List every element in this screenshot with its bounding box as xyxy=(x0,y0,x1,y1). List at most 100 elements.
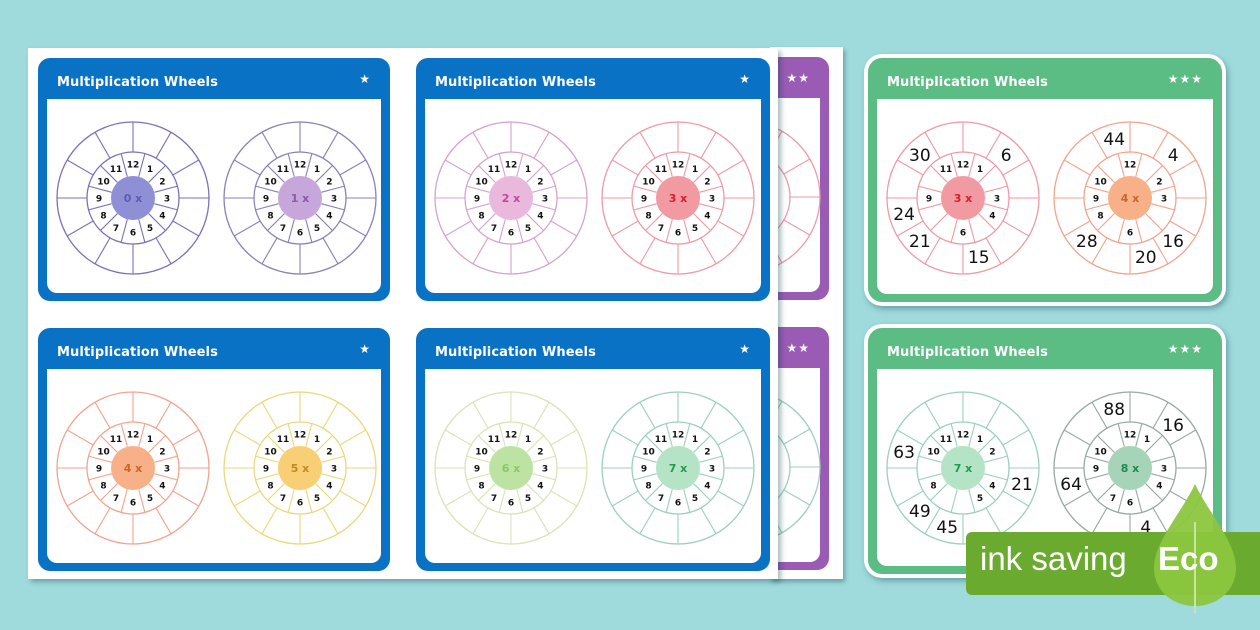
answer-number: 30 xyxy=(909,146,931,166)
inner-number: 9 xyxy=(96,195,102,205)
inner-number: 12 xyxy=(672,431,685,441)
inner-number: 11 xyxy=(488,435,501,445)
answer-number: 21 xyxy=(1011,475,1033,495)
card-title: Multiplication Wheels xyxy=(435,345,596,360)
inner-number: 8 xyxy=(645,212,651,222)
table-label: 7 x xyxy=(954,462,973,475)
inner-number: 7 xyxy=(113,494,119,504)
inner-number: 5 xyxy=(977,494,983,504)
card-header: Multiplication Wheels ★ xyxy=(419,331,767,369)
inner-number: 1 xyxy=(147,165,153,175)
back-card-1: ★★ xyxy=(770,57,829,300)
inner-number: 3 xyxy=(1161,465,1167,475)
card-body: 3 x 12 1 3 4 6 9 11 6 15 21 24 30 4 x 12 2 3 6 8 9 10 4 16 20 28… xyxy=(877,99,1213,294)
inner-number: 3 xyxy=(709,465,715,475)
card-title: Multiplication Wheels xyxy=(57,345,218,360)
answer-number: 28 xyxy=(1076,232,1098,252)
difficulty-stars: ★★ xyxy=(786,71,810,85)
card-title: Multiplication Wheels xyxy=(887,75,1048,90)
inner-number: 10 xyxy=(1094,178,1107,188)
answer-number: 24 xyxy=(893,205,915,225)
inner-number: 2 xyxy=(159,448,165,458)
inner-number: 2 xyxy=(704,178,710,188)
inner-number: 5 xyxy=(314,494,320,504)
inner-number: 12 xyxy=(957,161,970,171)
inner-number: 4 xyxy=(704,212,710,222)
card-body xyxy=(770,98,821,292)
difficulty-stars: ★ xyxy=(739,72,751,86)
difficulty-stars: ★★★ xyxy=(1167,342,1203,356)
card-header: ★★ xyxy=(770,330,826,368)
inner-number: 10 xyxy=(1094,448,1107,458)
inner-number: 1 xyxy=(692,165,698,175)
inner-number: 7 xyxy=(1110,494,1116,504)
difficulty-stars: ★ xyxy=(359,342,371,356)
inner-number: 7 xyxy=(491,224,497,234)
answer-number: 6 xyxy=(1001,146,1012,166)
inner-number: 8 xyxy=(478,482,484,492)
answer-number: 49 xyxy=(909,502,931,522)
inner-number: 10 xyxy=(97,178,110,188)
inner-number: 6 xyxy=(508,229,514,239)
inner-number: 6 xyxy=(1127,229,1133,239)
difficulty-stars: ★★ xyxy=(786,341,810,355)
table-label: 3 x xyxy=(954,192,973,205)
card-body: 0 x 12 1 2 3 4 5 6 7 8 9 10 11 1 x 12 1 2 3 4 5 6 7 8 9 10 11 xyxy=(47,99,381,293)
inner-number: 7 xyxy=(658,494,664,504)
table-label: 7 x xyxy=(669,462,688,475)
back-page-clip: ★★ ★★ xyxy=(770,47,843,579)
difficulty-stars: ★ xyxy=(359,72,371,86)
inner-number: 11 xyxy=(655,165,668,175)
wheel-card-0x-1x: Multiplication Wheels ★ 0 x 12 1 2 3 4 5 6 7 8 9 10… xyxy=(38,58,390,301)
inner-number: 8 xyxy=(100,212,106,222)
inner-number: 4 xyxy=(704,482,710,492)
inner-number: 2 xyxy=(326,448,332,458)
inner-number: 3 xyxy=(331,465,337,475)
inner-number: 11 xyxy=(277,165,290,175)
inner-number: 10 xyxy=(475,448,488,458)
inner-number: 9 xyxy=(96,465,102,475)
inner-number: 10 xyxy=(927,448,940,458)
table-label: 4 x xyxy=(1121,192,1140,205)
inner-number: 6 xyxy=(297,229,303,239)
inner-number: 5 xyxy=(692,494,698,504)
inner-number: 12 xyxy=(1124,431,1137,441)
answer-number: 16 xyxy=(1162,416,1184,436)
answer-number: 64 xyxy=(1060,475,1082,495)
inner-number: 2 xyxy=(537,178,543,188)
inner-number: 6 xyxy=(508,499,514,509)
inner-number: 12 xyxy=(127,161,140,171)
card-header: Multiplication Wheels ★★★ xyxy=(871,61,1219,99)
inner-number: 9 xyxy=(1093,465,1099,475)
inner-number: 8 xyxy=(100,482,106,492)
answer-number: 63 xyxy=(893,443,915,463)
inner-number: 8 xyxy=(930,482,936,492)
inner-number: 5 xyxy=(692,224,698,234)
inner-number: 1 xyxy=(525,165,531,175)
table-label: 8 x xyxy=(1121,462,1140,475)
inner-number: 9 xyxy=(641,465,647,475)
inner-number: 12 xyxy=(294,161,307,171)
answer-number: 4 xyxy=(1140,518,1151,538)
inner-number: 4 xyxy=(159,482,165,492)
table-label: 0 x xyxy=(124,192,143,205)
inner-number: 1 xyxy=(977,435,983,445)
back-worksheet-page: ★★ ★★ xyxy=(770,47,843,579)
inner-number: 3 xyxy=(331,195,337,205)
inner-number: 9 xyxy=(1093,195,1099,205)
inner-number: 11 xyxy=(940,435,953,445)
back-card-2: ★★ xyxy=(770,327,829,570)
inner-number: 9 xyxy=(926,195,932,205)
inner-number: 11 xyxy=(488,165,501,175)
inner-number: 8 xyxy=(267,482,273,492)
